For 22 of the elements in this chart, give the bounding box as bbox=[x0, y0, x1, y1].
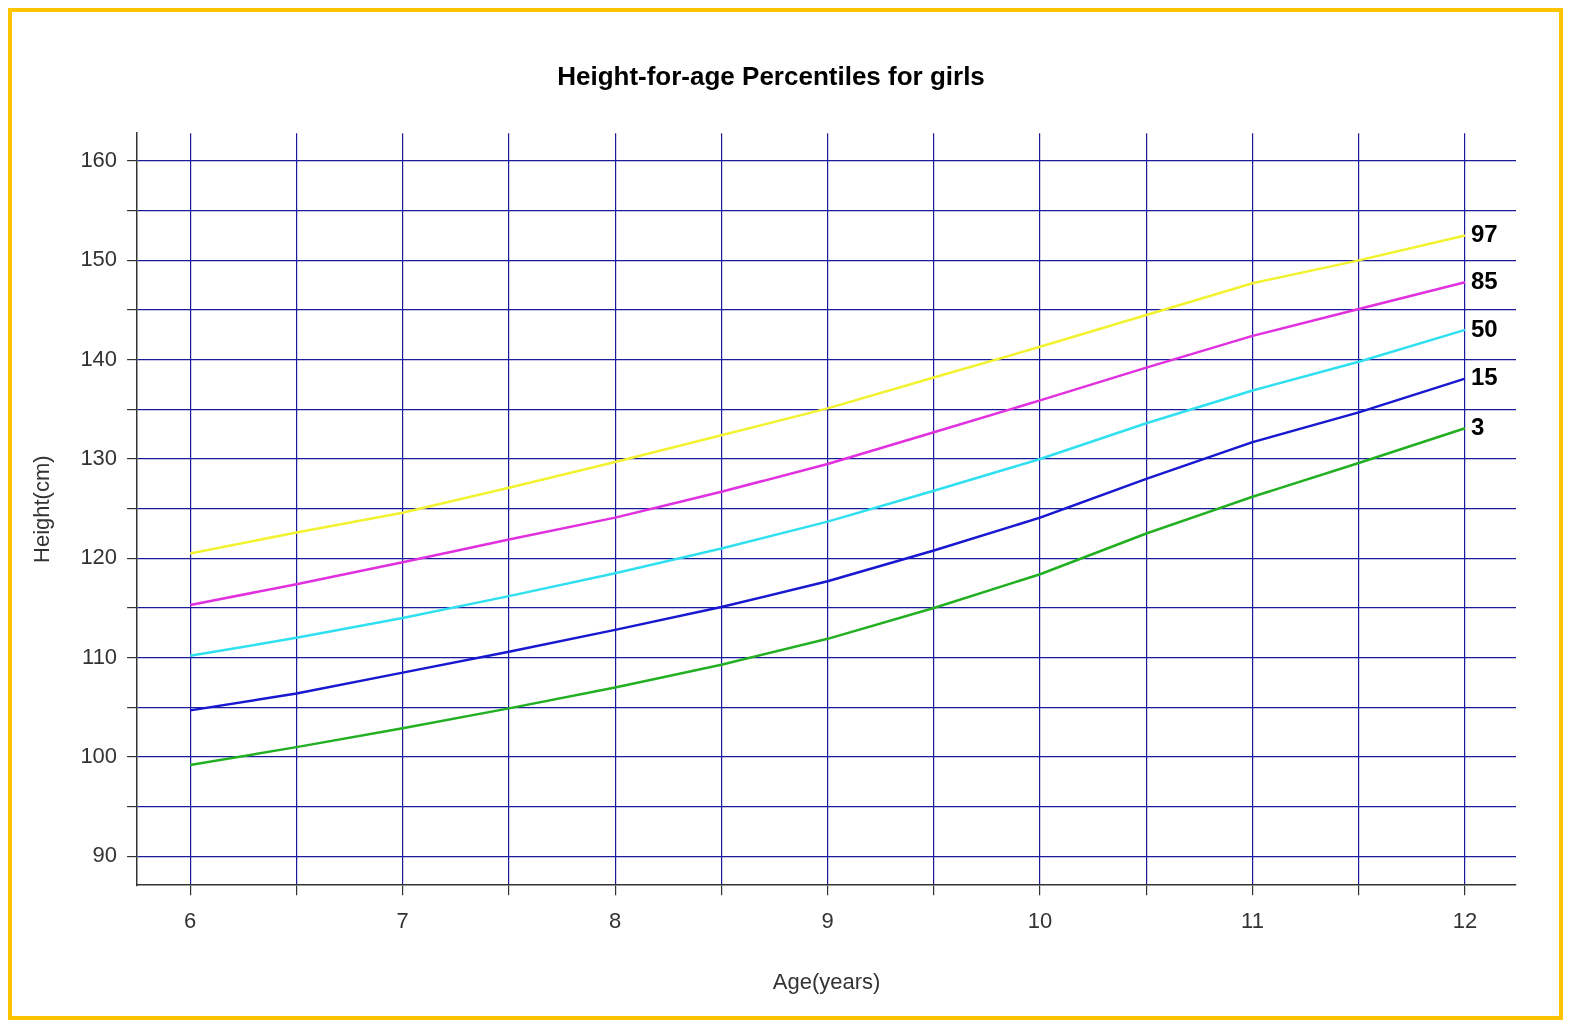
y-tick-label: 130 bbox=[80, 445, 118, 471]
y-tick-label: 110 bbox=[82, 643, 118, 669]
x-tick-label: 12 bbox=[1452, 908, 1478, 934]
x-tick-label: 6 bbox=[184, 908, 197, 934]
x-tick-label: 9 bbox=[821, 908, 834, 934]
series-label: 50 bbox=[1471, 314, 1498, 342]
y-axis-title: Height(cm) bbox=[29, 455, 55, 563]
y-tick-label: 150 bbox=[80, 246, 118, 272]
series-label: 3 bbox=[1471, 412, 1485, 440]
x-tick-label: 8 bbox=[609, 908, 622, 934]
series-label: 15 bbox=[1471, 363, 1498, 391]
y-tick-label: 140 bbox=[80, 345, 118, 371]
y-tick-label: 120 bbox=[80, 544, 118, 570]
y-tick-label: 90 bbox=[92, 842, 118, 868]
x-tick-label: 10 bbox=[1027, 908, 1053, 934]
y-tick-label: 160 bbox=[80, 147, 118, 173]
x-tick-label: 11 bbox=[1241, 908, 1264, 934]
chart-title: Height-for-age Percentiles for girls bbox=[557, 60, 985, 91]
series-label: 85 bbox=[1471, 266, 1498, 294]
series-label: 97 bbox=[1471, 220, 1498, 248]
y-tick-label: 100 bbox=[80, 743, 118, 769]
x-tick-label: 7 bbox=[396, 908, 409, 934]
